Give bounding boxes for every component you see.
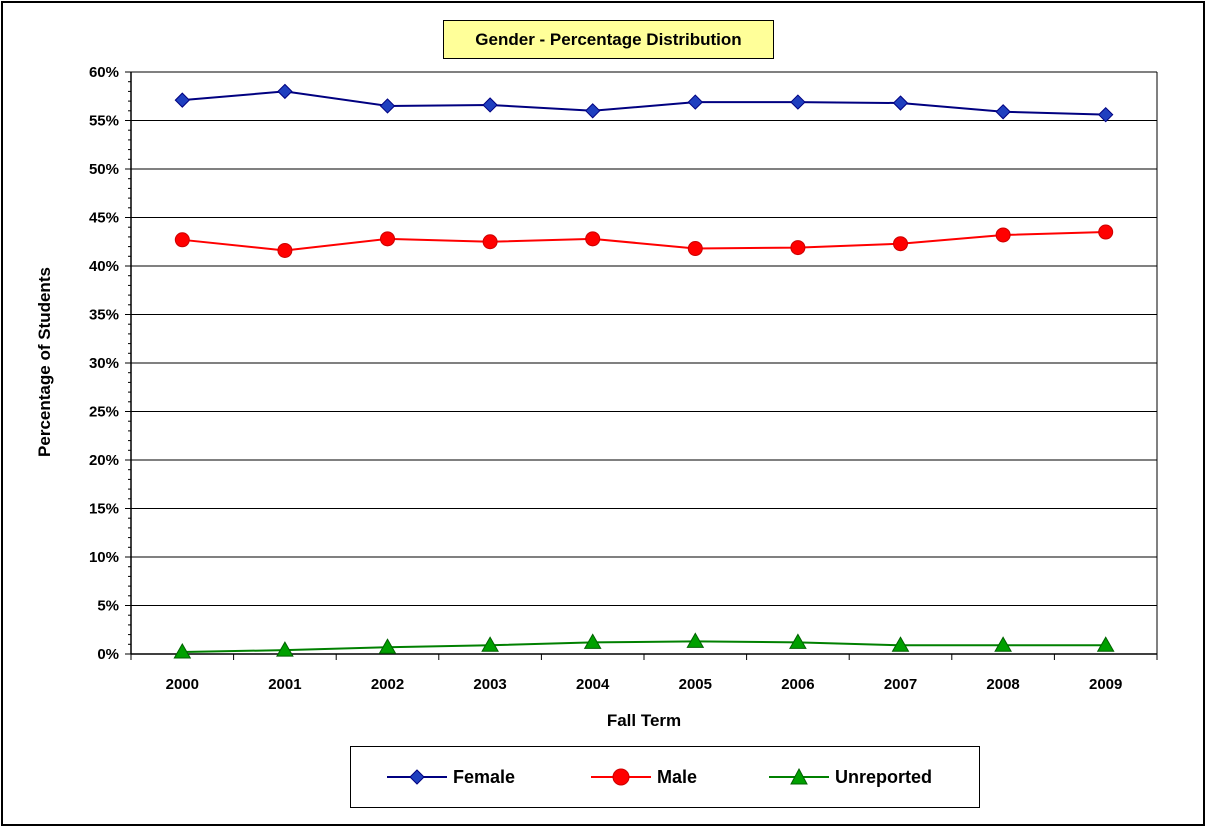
legend-label-male: Male [657, 766, 698, 787]
series-group [173, 83, 1115, 659]
data-point-male [174, 232, 190, 248]
data-point-male [687, 241, 703, 257]
x-tick-label: 2009 [1089, 676, 1122, 693]
series-line-female [182, 90, 1106, 116]
data-point-female [790, 94, 806, 110]
axes [125, 71, 1158, 660]
data-point-female [1097, 106, 1114, 123]
y-tick-labels: 0% 5% 10% 15% 20% 25% 30% 35% 40% 45% 50% 55% 60% [89, 64, 119, 663]
data-point-male [1098, 224, 1114, 240]
data-point-female [687, 94, 704, 110]
data-point-male [995, 227, 1011, 243]
series-line-unreported [182, 640, 1106, 654]
legend-label-unreported: Unreported [835, 766, 933, 787]
y-tick-label: 35% [89, 307, 119, 324]
x-tick-label: 2008 [986, 676, 1019, 693]
x-tick-label: 2004 [576, 676, 610, 693]
x-tick-label: 2005 [679, 676, 712, 693]
data-point-unreported [173, 643, 192, 659]
y-tick-label: 20% [89, 452, 119, 469]
y-tick-label: 15% [89, 501, 119, 518]
data-point-male [482, 234, 498, 250]
data-point-unreported [789, 633, 807, 649]
legend-marker-male [591, 768, 651, 786]
chart-title: Gender - Percentage Distribution [443, 20, 774, 59]
chart-title-text: Gender - Percentage Distribution [475, 29, 742, 49]
legend-item-unreported: Unreported [769, 747, 932, 807]
data-point-female [277, 83, 293, 100]
x-tick-label: 2002 [371, 676, 404, 693]
y-tick-label: 25% [89, 404, 119, 421]
y-tick-label: 60% [89, 64, 119, 81]
x-tick-label: 2000 [166, 676, 199, 693]
y-tick-label: 55% [89, 113, 119, 130]
chart-legend: Female Male Unreported [350, 746, 980, 808]
data-point-unreported [583, 633, 602, 649]
y-tick-label: 45% [89, 210, 119, 227]
data-point-unreported [378, 638, 397, 654]
data-point-female [584, 103, 601, 119]
x-axis-title: Fall Term [607, 711, 681, 730]
data-point-female [892, 95, 909, 111]
data-point-female [995, 104, 1011, 120]
y-tick-label: 50% [89, 161, 119, 178]
legend-label-female: Female [453, 766, 516, 787]
data-point-male [380, 231, 395, 247]
x-tick-label: 2003 [473, 676, 506, 693]
data-point-male [277, 242, 293, 258]
data-point-unreported [994, 636, 1012, 652]
legend-item-male: Male [591, 747, 697, 807]
x-tick-label: 2007 [884, 676, 917, 693]
data-point-male [790, 240, 806, 256]
data-point-unreported [686, 632, 705, 648]
data-point-female [379, 98, 396, 114]
data-point-female [174, 92, 191, 108]
y-tick-label: 5% [97, 598, 119, 615]
data-point-male [585, 231, 601, 247]
data-point-unreported [276, 641, 294, 657]
gridlines [131, 71, 1157, 606]
legend-marker-female [387, 769, 447, 785]
data-point-female [482, 97, 498, 113]
y-tick-label: 30% [89, 355, 119, 372]
data-point-unreported [1096, 636, 1115, 652]
y-tick-label: 0% [97, 646, 119, 663]
data-point-male [893, 236, 908, 252]
y-tick-label: 10% [89, 549, 119, 566]
y-tick-label: 40% [89, 258, 119, 275]
x-tick-label: 2001 [268, 676, 301, 693]
legend-item-female: Female [387, 747, 515, 807]
x-tick-label: 2006 [781, 676, 814, 693]
y-axis-title: Percentage of Students [35, 267, 54, 457]
legend-marker-unreported [769, 767, 829, 785]
x-tick-labels: 2000 2001 2002 2003 2004 2005 2006 2007 2008 2009 [166, 676, 1123, 693]
series-line-male [182, 231, 1106, 252]
data-point-unreported [481, 636, 499, 652]
data-point-unreported [891, 636, 910, 652]
